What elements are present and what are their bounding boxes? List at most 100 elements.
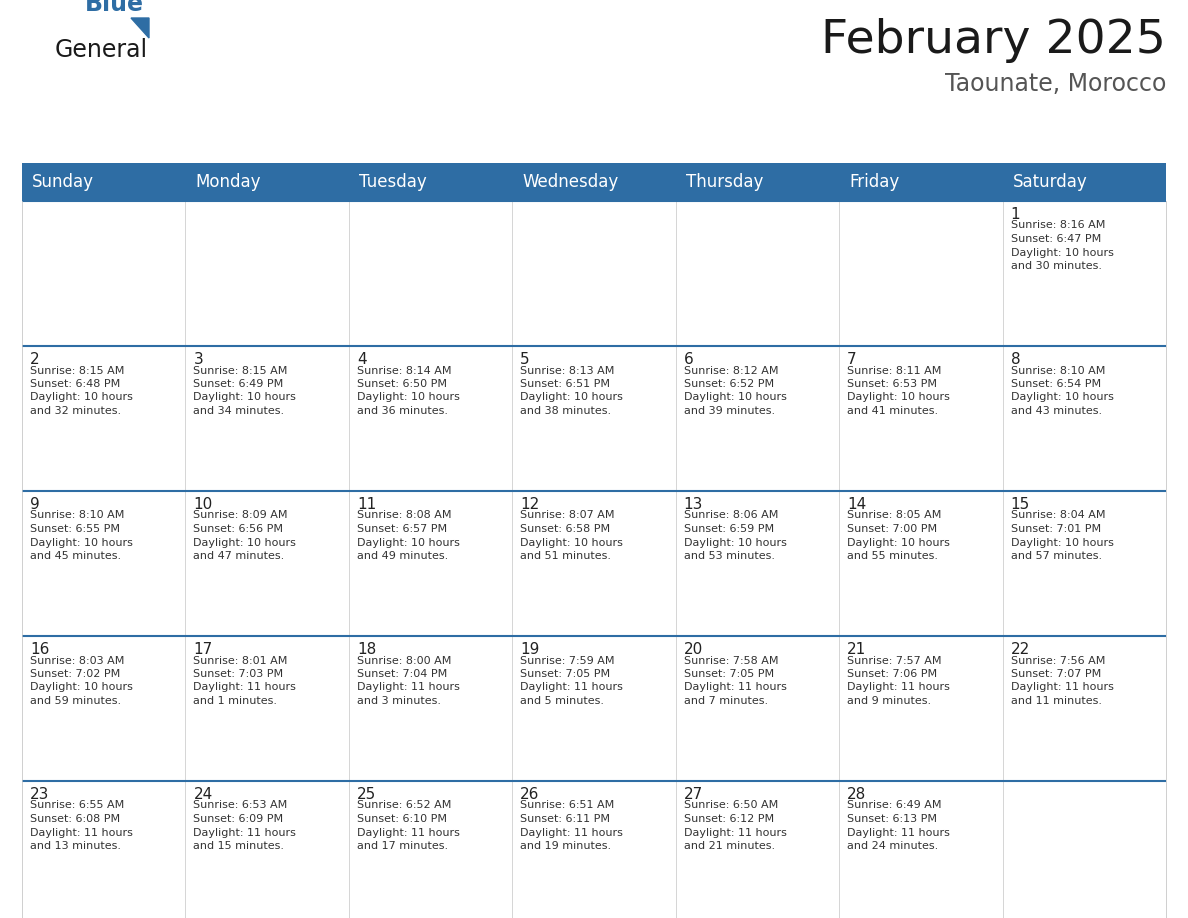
Text: and 51 minutes.: and 51 minutes. (520, 551, 612, 561)
Text: Daylight: 10 hours: Daylight: 10 hours (30, 538, 133, 547)
Text: Sunset: 6:09 PM: Sunset: 6:09 PM (194, 814, 284, 824)
Bar (23, 781, 185, 918)
Text: Daylight: 11 hours: Daylight: 11 hours (194, 827, 296, 837)
Text: Sunrise: 8:01 AM: Sunrise: 8:01 AM (194, 655, 287, 666)
Text: Friday: Friday (849, 173, 899, 191)
Text: Sunset: 7:05 PM: Sunset: 7:05 PM (520, 669, 611, 679)
Text: Sunset: 7:07 PM: Sunset: 7:07 PM (1011, 669, 1101, 679)
Bar (23, 201, 185, 346)
Text: and 59 minutes.: and 59 minutes. (30, 696, 121, 706)
Text: Daylight: 10 hours: Daylight: 10 hours (684, 538, 786, 547)
Bar (349, 346, 512, 491)
Text: Sunrise: 8:06 AM: Sunrise: 8:06 AM (684, 510, 778, 521)
Text: Blue: Blue (86, 0, 144, 16)
Text: 22: 22 (1011, 642, 1030, 657)
Text: Daylight: 11 hours: Daylight: 11 hours (30, 827, 133, 837)
Text: Sunrise: 7:56 AM: Sunrise: 7:56 AM (1011, 655, 1105, 666)
Text: 9: 9 (30, 497, 39, 512)
Text: Sunset: 6:08 PM: Sunset: 6:08 PM (30, 814, 120, 824)
Text: and 49 minutes.: and 49 minutes. (356, 551, 448, 561)
Text: 23: 23 (30, 787, 50, 802)
Text: 20: 20 (684, 642, 703, 657)
Bar (1003, 491, 1165, 636)
Text: Wednesday: Wednesday (523, 173, 619, 191)
Text: and 55 minutes.: and 55 minutes. (847, 551, 939, 561)
Text: 10: 10 (194, 497, 213, 512)
Text: 8: 8 (1011, 352, 1020, 367)
Bar (185, 346, 349, 491)
Text: Sunset: 7:01 PM: Sunset: 7:01 PM (1011, 524, 1101, 534)
Text: Sunset: 6:11 PM: Sunset: 6:11 PM (520, 814, 611, 824)
Text: and 30 minutes.: and 30 minutes. (1011, 261, 1101, 271)
Text: Daylight: 10 hours: Daylight: 10 hours (30, 393, 133, 402)
Bar (23, 491, 185, 636)
Text: 26: 26 (520, 787, 539, 802)
Text: Sunset: 6:53 PM: Sunset: 6:53 PM (847, 379, 937, 389)
Text: and 39 minutes.: and 39 minutes. (684, 406, 775, 416)
Text: Sunset: 6:12 PM: Sunset: 6:12 PM (684, 814, 773, 824)
Text: and 7 minutes.: and 7 minutes. (684, 696, 767, 706)
Text: Sunset: 6:57 PM: Sunset: 6:57 PM (356, 524, 447, 534)
Text: Daylight: 11 hours: Daylight: 11 hours (847, 682, 950, 692)
Text: Sunrise: 8:04 AM: Sunrise: 8:04 AM (1011, 510, 1105, 521)
Bar (23, 346, 185, 491)
Text: Daylight: 11 hours: Daylight: 11 hours (684, 682, 786, 692)
Bar (1003, 781, 1165, 918)
Bar (185, 781, 349, 918)
Text: Daylight: 10 hours: Daylight: 10 hours (356, 393, 460, 402)
Bar (839, 346, 1003, 491)
Text: Daylight: 10 hours: Daylight: 10 hours (194, 538, 296, 547)
Text: Sunset: 7:05 PM: Sunset: 7:05 PM (684, 669, 773, 679)
Text: and 19 minutes.: and 19 minutes. (520, 841, 612, 851)
Text: and 43 minutes.: and 43 minutes. (1011, 406, 1101, 416)
Text: Daylight: 10 hours: Daylight: 10 hours (1011, 538, 1113, 547)
Text: Sunset: 6:13 PM: Sunset: 6:13 PM (847, 814, 937, 824)
Bar (512, 346, 676, 491)
Bar (349, 781, 512, 918)
Text: Daylight: 10 hours: Daylight: 10 hours (520, 538, 624, 547)
Text: 28: 28 (847, 787, 866, 802)
Bar (349, 636, 512, 781)
Text: Sunset: 7:00 PM: Sunset: 7:00 PM (847, 524, 937, 534)
Text: 2: 2 (30, 352, 39, 367)
Text: and 17 minutes.: and 17 minutes. (356, 841, 448, 851)
Bar (676, 201, 839, 346)
Text: Sunrise: 8:10 AM: Sunrise: 8:10 AM (30, 510, 125, 521)
Text: and 15 minutes.: and 15 minutes. (194, 841, 284, 851)
Bar (23, 636, 185, 781)
Text: 16: 16 (30, 642, 50, 657)
Text: Sunrise: 7:57 AM: Sunrise: 7:57 AM (847, 655, 942, 666)
Text: Sunrise: 8:14 AM: Sunrise: 8:14 AM (356, 365, 451, 375)
Text: Sunrise: 6:55 AM: Sunrise: 6:55 AM (30, 800, 125, 811)
Text: Sunrise: 6:52 AM: Sunrise: 6:52 AM (356, 800, 451, 811)
Text: Sunrise: 6:53 AM: Sunrise: 6:53 AM (194, 800, 287, 811)
Text: 7: 7 (847, 352, 857, 367)
Text: Daylight: 10 hours: Daylight: 10 hours (1011, 248, 1113, 258)
Text: and 38 minutes.: and 38 minutes. (520, 406, 612, 416)
Bar (839, 491, 1003, 636)
Text: General: General (55, 38, 148, 62)
Text: Sunset: 6:48 PM: Sunset: 6:48 PM (30, 379, 120, 389)
Text: Sunrise: 8:05 AM: Sunrise: 8:05 AM (847, 510, 942, 521)
Text: Monday: Monday (196, 173, 261, 191)
Bar (676, 636, 839, 781)
Text: Sunrise: 7:58 AM: Sunrise: 7:58 AM (684, 655, 778, 666)
Text: and 21 minutes.: and 21 minutes. (684, 841, 775, 851)
Text: Sunset: 6:10 PM: Sunset: 6:10 PM (356, 814, 447, 824)
Text: Sunrise: 7:59 AM: Sunrise: 7:59 AM (520, 655, 614, 666)
Text: and 45 minutes.: and 45 minutes. (30, 551, 121, 561)
Text: Daylight: 10 hours: Daylight: 10 hours (847, 393, 950, 402)
Text: and 53 minutes.: and 53 minutes. (684, 551, 775, 561)
Text: 17: 17 (194, 642, 213, 657)
Text: Daylight: 11 hours: Daylight: 11 hours (847, 827, 950, 837)
Text: February 2025: February 2025 (821, 18, 1165, 63)
Text: Sunrise: 8:13 AM: Sunrise: 8:13 AM (520, 365, 614, 375)
Bar (676, 781, 839, 918)
Text: Sunset: 6:54 PM: Sunset: 6:54 PM (1011, 379, 1101, 389)
Text: 12: 12 (520, 497, 539, 512)
Text: and 1 minutes.: and 1 minutes. (194, 696, 278, 706)
Bar (676, 346, 839, 491)
Text: and 24 minutes.: and 24 minutes. (847, 841, 939, 851)
Bar (185, 201, 349, 346)
Text: Daylight: 10 hours: Daylight: 10 hours (684, 393, 786, 402)
